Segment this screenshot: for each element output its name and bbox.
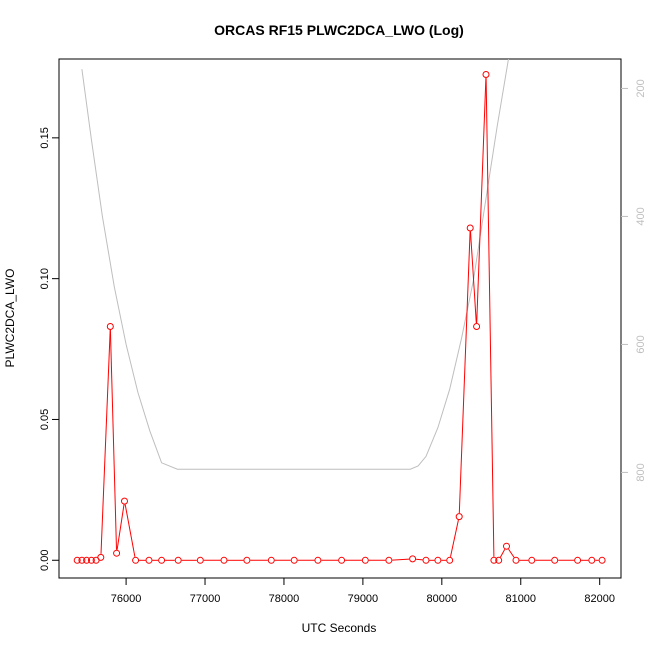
data-point — [482, 71, 490, 78]
y-axis-label: PLWC2DCA_LWO — [3, 269, 17, 368]
data-point — [121, 497, 128, 505]
y2-axis: 200 400 600 800 — [621, 79, 647, 482]
data-point — [466, 224, 474, 232]
data-point — [290, 556, 298, 564]
data-point — [78, 556, 86, 564]
series-segment — [450, 519, 459, 557]
y2-tick-label: 400 — [635, 207, 647, 225]
x-axis: 76000 77000 78000 79000 80000 81000 82000 — [111, 578, 615, 605]
y-tick-label: 0.15 — [39, 127, 51, 148]
data-point — [490, 556, 498, 564]
y-tick-label: 0.10 — [39, 268, 51, 289]
data-point — [132, 556, 140, 564]
series-segment — [416, 558, 423, 561]
data-point — [528, 556, 536, 564]
y-tick-label: 0.05 — [39, 409, 51, 430]
x-tick-label: 78000 — [269, 593, 300, 605]
data-point — [422, 556, 430, 564]
data-point — [503, 542, 510, 550]
series-segment — [499, 548, 506, 558]
plot-frame — [58, 58, 622, 579]
data-point — [361, 556, 369, 564]
series-segment — [470, 231, 477, 324]
data-point — [495, 556, 503, 564]
data-point — [220, 556, 228, 564]
series-segment — [485, 77, 495, 557]
y2-tick-label: 600 — [635, 335, 647, 353]
y2-tick-label: 800 — [635, 463, 647, 481]
series-segment — [100, 329, 111, 554]
data-point — [196, 556, 204, 564]
series-segment — [508, 548, 515, 558]
data-point — [174, 556, 182, 564]
data-point — [446, 556, 454, 564]
y-axis: 0.00 0.05 0.10 0.15 — [39, 127, 59, 571]
x-axis-label: UTC Seconds — [302, 621, 377, 635]
y2-tick-label: 200 — [635, 79, 647, 97]
data-point — [243, 556, 251, 564]
data-point — [598, 556, 606, 564]
data-point — [113, 549, 121, 557]
data-point — [158, 556, 166, 564]
data-point — [551, 556, 559, 564]
data-point — [512, 556, 520, 564]
data-point — [267, 556, 275, 564]
data-point — [338, 556, 346, 564]
data-point — [97, 553, 105, 561]
data-point — [455, 513, 463, 521]
x-tick-label: 76000 — [111, 593, 142, 605]
series-segment — [392, 558, 410, 561]
data-point — [574, 556, 582, 564]
data-point — [473, 323, 481, 330]
plot-area — [73, 59, 606, 564]
x-tick-label: 80000 — [427, 593, 458, 605]
series-segment — [109, 329, 117, 550]
data-point — [87, 556, 95, 564]
data-point — [409, 555, 417, 563]
data-point — [145, 556, 153, 564]
chart-title: ORCAS RF15 PLWC2DCA_LWO (Log) — [214, 22, 464, 38]
data-point — [588, 556, 596, 564]
data-point — [385, 556, 393, 564]
data-point — [73, 556, 81, 564]
series-segment — [116, 504, 125, 550]
data-point — [434, 556, 442, 564]
y-tick-label: 0.00 — [39, 550, 51, 571]
altitude-line — [81, 59, 509, 470]
x-tick-label: 82000 — [584, 593, 615, 605]
x-tick-label: 77000 — [190, 593, 221, 605]
series-segment — [476, 77, 487, 324]
x-tick-label: 79000 — [348, 593, 379, 605]
series-segment — [458, 231, 471, 514]
x-tick-label: 81000 — [505, 593, 536, 605]
data-point — [106, 323, 114, 330]
data-point — [83, 556, 91, 564]
series-segment — [124, 504, 136, 557]
data-point — [314, 556, 322, 564]
